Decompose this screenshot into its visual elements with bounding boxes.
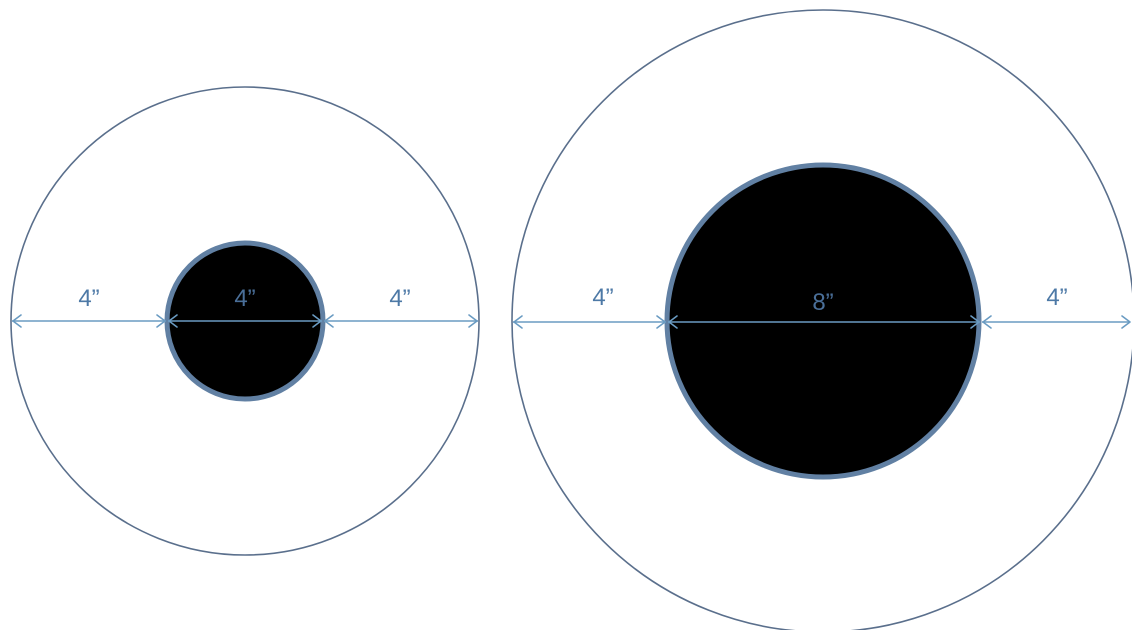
- left-gap-dimension-right: [324, 314, 478, 328]
- right-gap-label-left: 4”: [592, 284, 613, 311]
- right-gap-dimension-right: [982, 315, 1131, 329]
- left-gap-label-left: 4”: [78, 285, 99, 312]
- left-gap-label-right: 4”: [389, 285, 410, 312]
- right-target: 4” 8” 4”: [511, 9, 1132, 630]
- right-core-dimension: [668, 315, 980, 329]
- left-target: 4” 4” 4”: [10, 86, 480, 556]
- right-outer-ring: [511, 9, 1132, 630]
- right-core-label: 8”: [812, 289, 833, 316]
- right-gap-dimension-left: [513, 315, 666, 329]
- left-gap-dimension-left: [12, 314, 166, 328]
- left-core-label: 4”: [234, 285, 255, 312]
- left-core-dimension: [168, 314, 322, 328]
- right-core-circle: [664, 162, 982, 480]
- left-outer-ring: [10, 86, 480, 556]
- right-gap-label-right: 4”: [1046, 284, 1067, 311]
